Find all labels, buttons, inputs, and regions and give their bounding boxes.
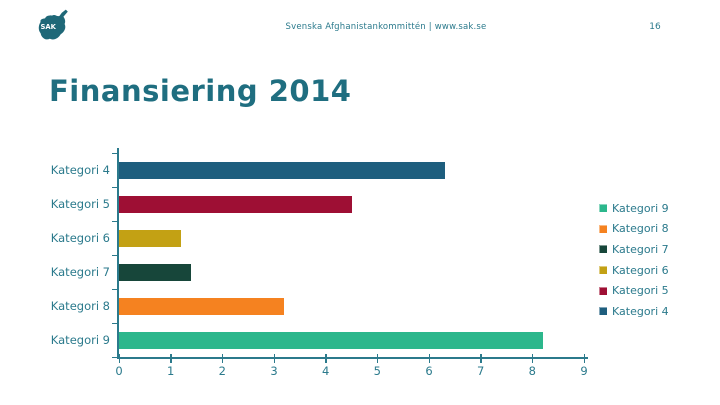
slide-title: Finansiering 2014 xyxy=(49,74,352,108)
category-label: Kategori 8 xyxy=(50,299,110,313)
legend-item-kategori-8: Kategori 8 xyxy=(599,219,669,240)
legend-item-kategori-7: Kategori 7 xyxy=(599,239,669,260)
category-label: Kategori 5 xyxy=(50,197,110,211)
category-label: Kategori 6 xyxy=(50,231,110,245)
x-axis-tick xyxy=(376,354,379,363)
x-axis-label: 5 xyxy=(373,364,381,378)
legend-item-kategori-9: Kategori 9 xyxy=(599,198,669,219)
bar-kategori-5 xyxy=(119,195,352,213)
x-axis-tick xyxy=(221,354,224,363)
x-axis-tick xyxy=(480,354,482,363)
legend-swatch-icon xyxy=(599,245,607,254)
x-axis-label: 1 xyxy=(166,364,175,378)
legend-label: Kategori 4 xyxy=(612,304,669,318)
x-axis-tick xyxy=(170,354,172,363)
legend-label: Kategori 8 xyxy=(612,222,669,236)
legend-swatch-icon xyxy=(599,286,607,295)
x-axis-label: 9 xyxy=(580,364,588,378)
chart-legend: Kategori 9 Kategori 8 Kategori 7 Kategori 6… xyxy=(599,198,669,322)
sak-logo: SAK xyxy=(33,8,73,48)
bar-kategori-4 xyxy=(119,161,445,179)
legend-label: Kategori 6 xyxy=(612,263,669,277)
bar-kategori-8 xyxy=(119,297,285,315)
bar-kategori-9 xyxy=(119,331,543,349)
x-axis-tick xyxy=(428,354,430,363)
x-axis-label: 4 xyxy=(321,364,330,378)
x-axis-tick xyxy=(583,354,585,363)
legend-swatch-icon xyxy=(599,224,607,233)
y-axis-tick xyxy=(112,322,117,324)
legend-label: Kategori 5 xyxy=(612,284,669,298)
x-axis-label: 8 xyxy=(528,364,536,378)
y-axis-tick xyxy=(112,186,117,188)
x-axis xyxy=(117,357,588,359)
legend-swatch-icon xyxy=(599,266,607,275)
category-label: Kategori 7 xyxy=(50,265,110,279)
legend-label: Kategori 9 xyxy=(612,201,669,215)
legend-item-kategori-4: Kategori 4 xyxy=(599,301,669,322)
y-axis-tick xyxy=(112,254,117,256)
legend-swatch-icon xyxy=(599,204,607,213)
x-axis-tick xyxy=(273,354,275,363)
x-axis-label: 2 xyxy=(218,364,226,378)
x-axis-label: 0 xyxy=(115,364,123,378)
x-axis-tick xyxy=(325,354,327,363)
x-axis-label: 3 xyxy=(270,364,278,378)
y-axis-tick xyxy=(112,356,117,358)
page-number: 16 xyxy=(649,22,661,32)
y-axis-tick xyxy=(112,220,117,222)
legend-item-kategori-5: Kategori 5 xyxy=(599,280,669,301)
bar-kategori-6 xyxy=(119,229,181,247)
x-axis-label: 6 xyxy=(425,364,433,378)
y-axis xyxy=(117,148,119,359)
x-axis-label: 7 xyxy=(476,364,485,378)
afghanistan-map-icon: SAK xyxy=(38,9,68,40)
legend-label: Kategori 7 xyxy=(612,242,669,256)
y-axis-tick xyxy=(112,288,117,290)
legend-swatch-icon xyxy=(599,307,607,316)
x-axis-tick xyxy=(118,354,120,363)
header-text: Svenska Afghanistankommittén | www.sak.s… xyxy=(285,22,487,32)
y-axis-tick xyxy=(112,152,117,154)
category-label: Kategori 4 xyxy=(50,163,110,177)
x-axis-tick xyxy=(531,354,534,363)
bar-kategori-7 xyxy=(119,263,192,281)
legend-item-kategori-6: Kategori 6 xyxy=(599,260,669,281)
category-label: Kategori 9 xyxy=(50,333,110,347)
logo-text: SAK xyxy=(40,23,56,31)
